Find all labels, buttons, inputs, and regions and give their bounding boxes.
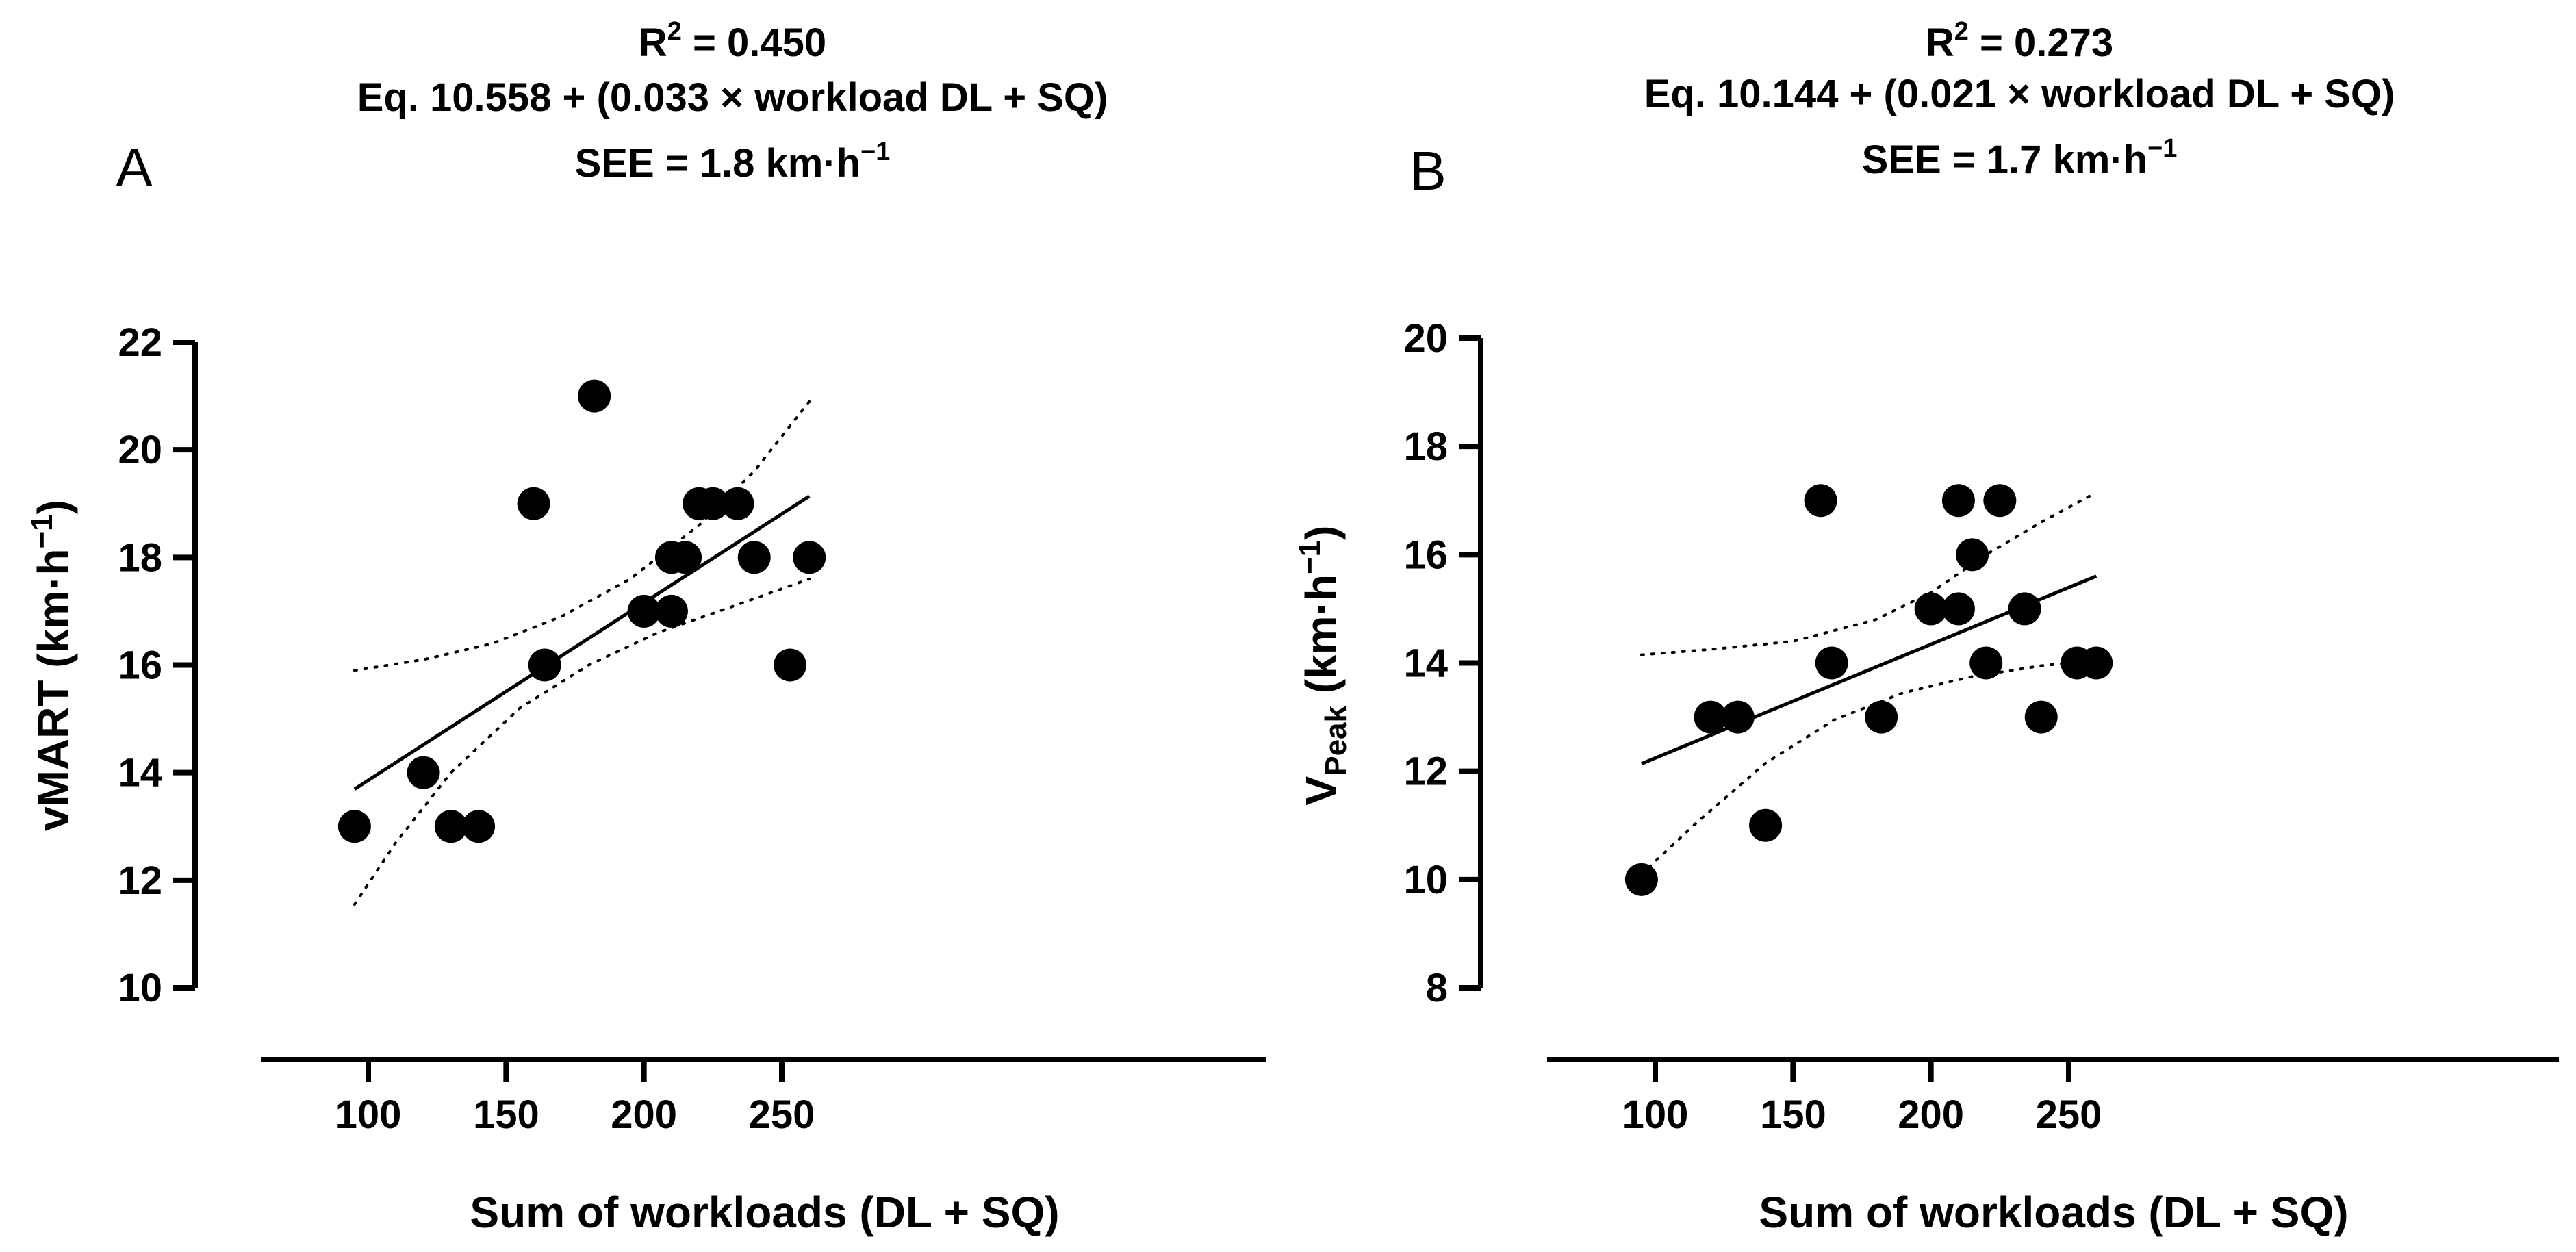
panel-b-y-label: VPeak (km·h−1) [1293,526,1353,806]
panel-a-y-label: vMART (km·h−1) [25,500,78,831]
panel-a-data-point [578,379,611,413]
panel-a-y-tick-label: 10 [118,966,162,1010]
panel-b-data-point [1749,808,1783,842]
panel-b-equation: Eq. 10.144 + (0.021 × workload DL + SQ) [1644,72,2395,116]
panel-a-data-point [407,756,440,789]
panel-a-data-point [696,487,730,520]
panel-a-data-point [737,541,771,574]
panel-b-data-point [1941,592,1975,626]
panel-a-data-point [627,594,661,628]
panel-a-x-ticks: 100 150 200 250 [335,1060,815,1137]
panel-a-see: SEE = 1.8 km·h−1 [575,138,891,186]
panel-a-x-label: Sum of workloads (DL + SQ) [470,1188,1059,1237]
panel-a-y-ticks: 10 12 14 16 18 20 22 [118,320,195,1010]
panel-a-x-tick-label: 100 [335,1093,402,1137]
panel-b-data-point [2008,592,2041,626]
panel-a: R2 = 0.450 Eq. 10.558 + (0.033 × workloa… [25,17,1266,1237]
panel-a-data-point [774,648,807,682]
panel-b-y-tick-label: 16 [1403,533,1448,577]
panel-b-x-tick-label: 250 [2036,1093,2102,1137]
panel-b-data-point [1721,700,1755,734]
panel-b-data-point [1914,592,1948,626]
panel-b-data-point [1969,646,2003,680]
panel-b-y-tick-label: 8 [1426,966,1448,1010]
panel-b-data-point [1804,484,1837,518]
panel-a-data-point [793,541,826,574]
panel-b-x-ticks: 100 150 200 250 [1622,1060,2102,1137]
panel-b-y-tick-label: 20 [1403,316,1448,361]
panel-a-data-point [462,810,496,843]
panel-a-y-tick-label: 14 [118,751,162,795]
panel-a-equation: Eq. 10.558 + (0.033 × workload DL + SQ) [357,75,1108,120]
panel-a-ci-upper-line [353,400,811,672]
panel-b-data-point [1865,700,1898,734]
panel-b-data-point [1624,863,1658,896]
panel-a-y-tick-label: 22 [118,320,162,365]
panel-a-x-tick-label: 250 [749,1093,815,1137]
panel-b-data-point [1694,700,1727,734]
panel-b-y-tick-label: 18 [1403,424,1448,469]
panel-a-data-point [517,487,550,520]
panel-b-data-point [1815,646,1848,680]
panel-b-data-point [2080,646,2113,680]
panel-a-y-tick-label: 18 [118,535,162,580]
panel-a-y-tick-label: 12 [118,858,162,903]
panel-a-data-point [337,810,371,843]
panel-b-x-tick-label: 150 [1760,1093,1826,1137]
panel-a-data-point [434,810,468,843]
panel-b-x-label: Sum of workloads (DL + SQ) [1759,1188,2348,1237]
panel-a-data-point [721,487,754,520]
panel-a-letter: A [116,137,153,198]
panel-a-data-point [669,541,702,574]
panel-a-data-point [654,594,688,628]
panel-b-y-tick-label: 12 [1403,750,1448,794]
panel-b-points [1624,484,2113,896]
panel-b-data-point [2024,700,2058,734]
panel-a-y-tick-label: 16 [118,643,162,688]
panel-b-data-point [1983,484,2017,518]
panel-a-x-tick-label: 150 [473,1093,539,1137]
panel-b-data-point [1941,484,1975,518]
panel-b-data-point [1956,538,1989,572]
panel-b-see: SEE = 1.7 km·h−1 [1862,134,2178,182]
panel-a-y-tick-label: 20 [118,428,162,472]
panel-b-y-tick-label: 14 [1403,641,1448,686]
panel-a-data-point [528,648,561,682]
panel-b-ci-upper-line [1640,491,2098,656]
panel-a-regression-line [353,494,811,791]
panel-b-ci-lower-line [1640,659,2098,876]
panel-a-r2: R2 = 0.450 [639,17,826,65]
panel-b-y-tick-label: 10 [1403,858,1448,902]
panel-a-points [337,379,826,843]
panel-a-ci-lower-line [353,577,811,906]
panel-b-letter: B [1410,140,1446,201]
panel-b-r2: R2 = 0.273 [1926,17,2113,65]
panel-b: R2 = 0.273 Eq. 10.144 + (0.021 × workloa… [1293,17,2559,1237]
panel-b-x-tick-label: 100 [1622,1093,1689,1137]
panel-a-x-tick-label: 200 [611,1093,677,1137]
panel-b-y-ticks: 8 10 12 14 16 18 20 [1403,316,1481,1010]
panel-b-x-tick-label: 200 [1898,1093,1964,1137]
